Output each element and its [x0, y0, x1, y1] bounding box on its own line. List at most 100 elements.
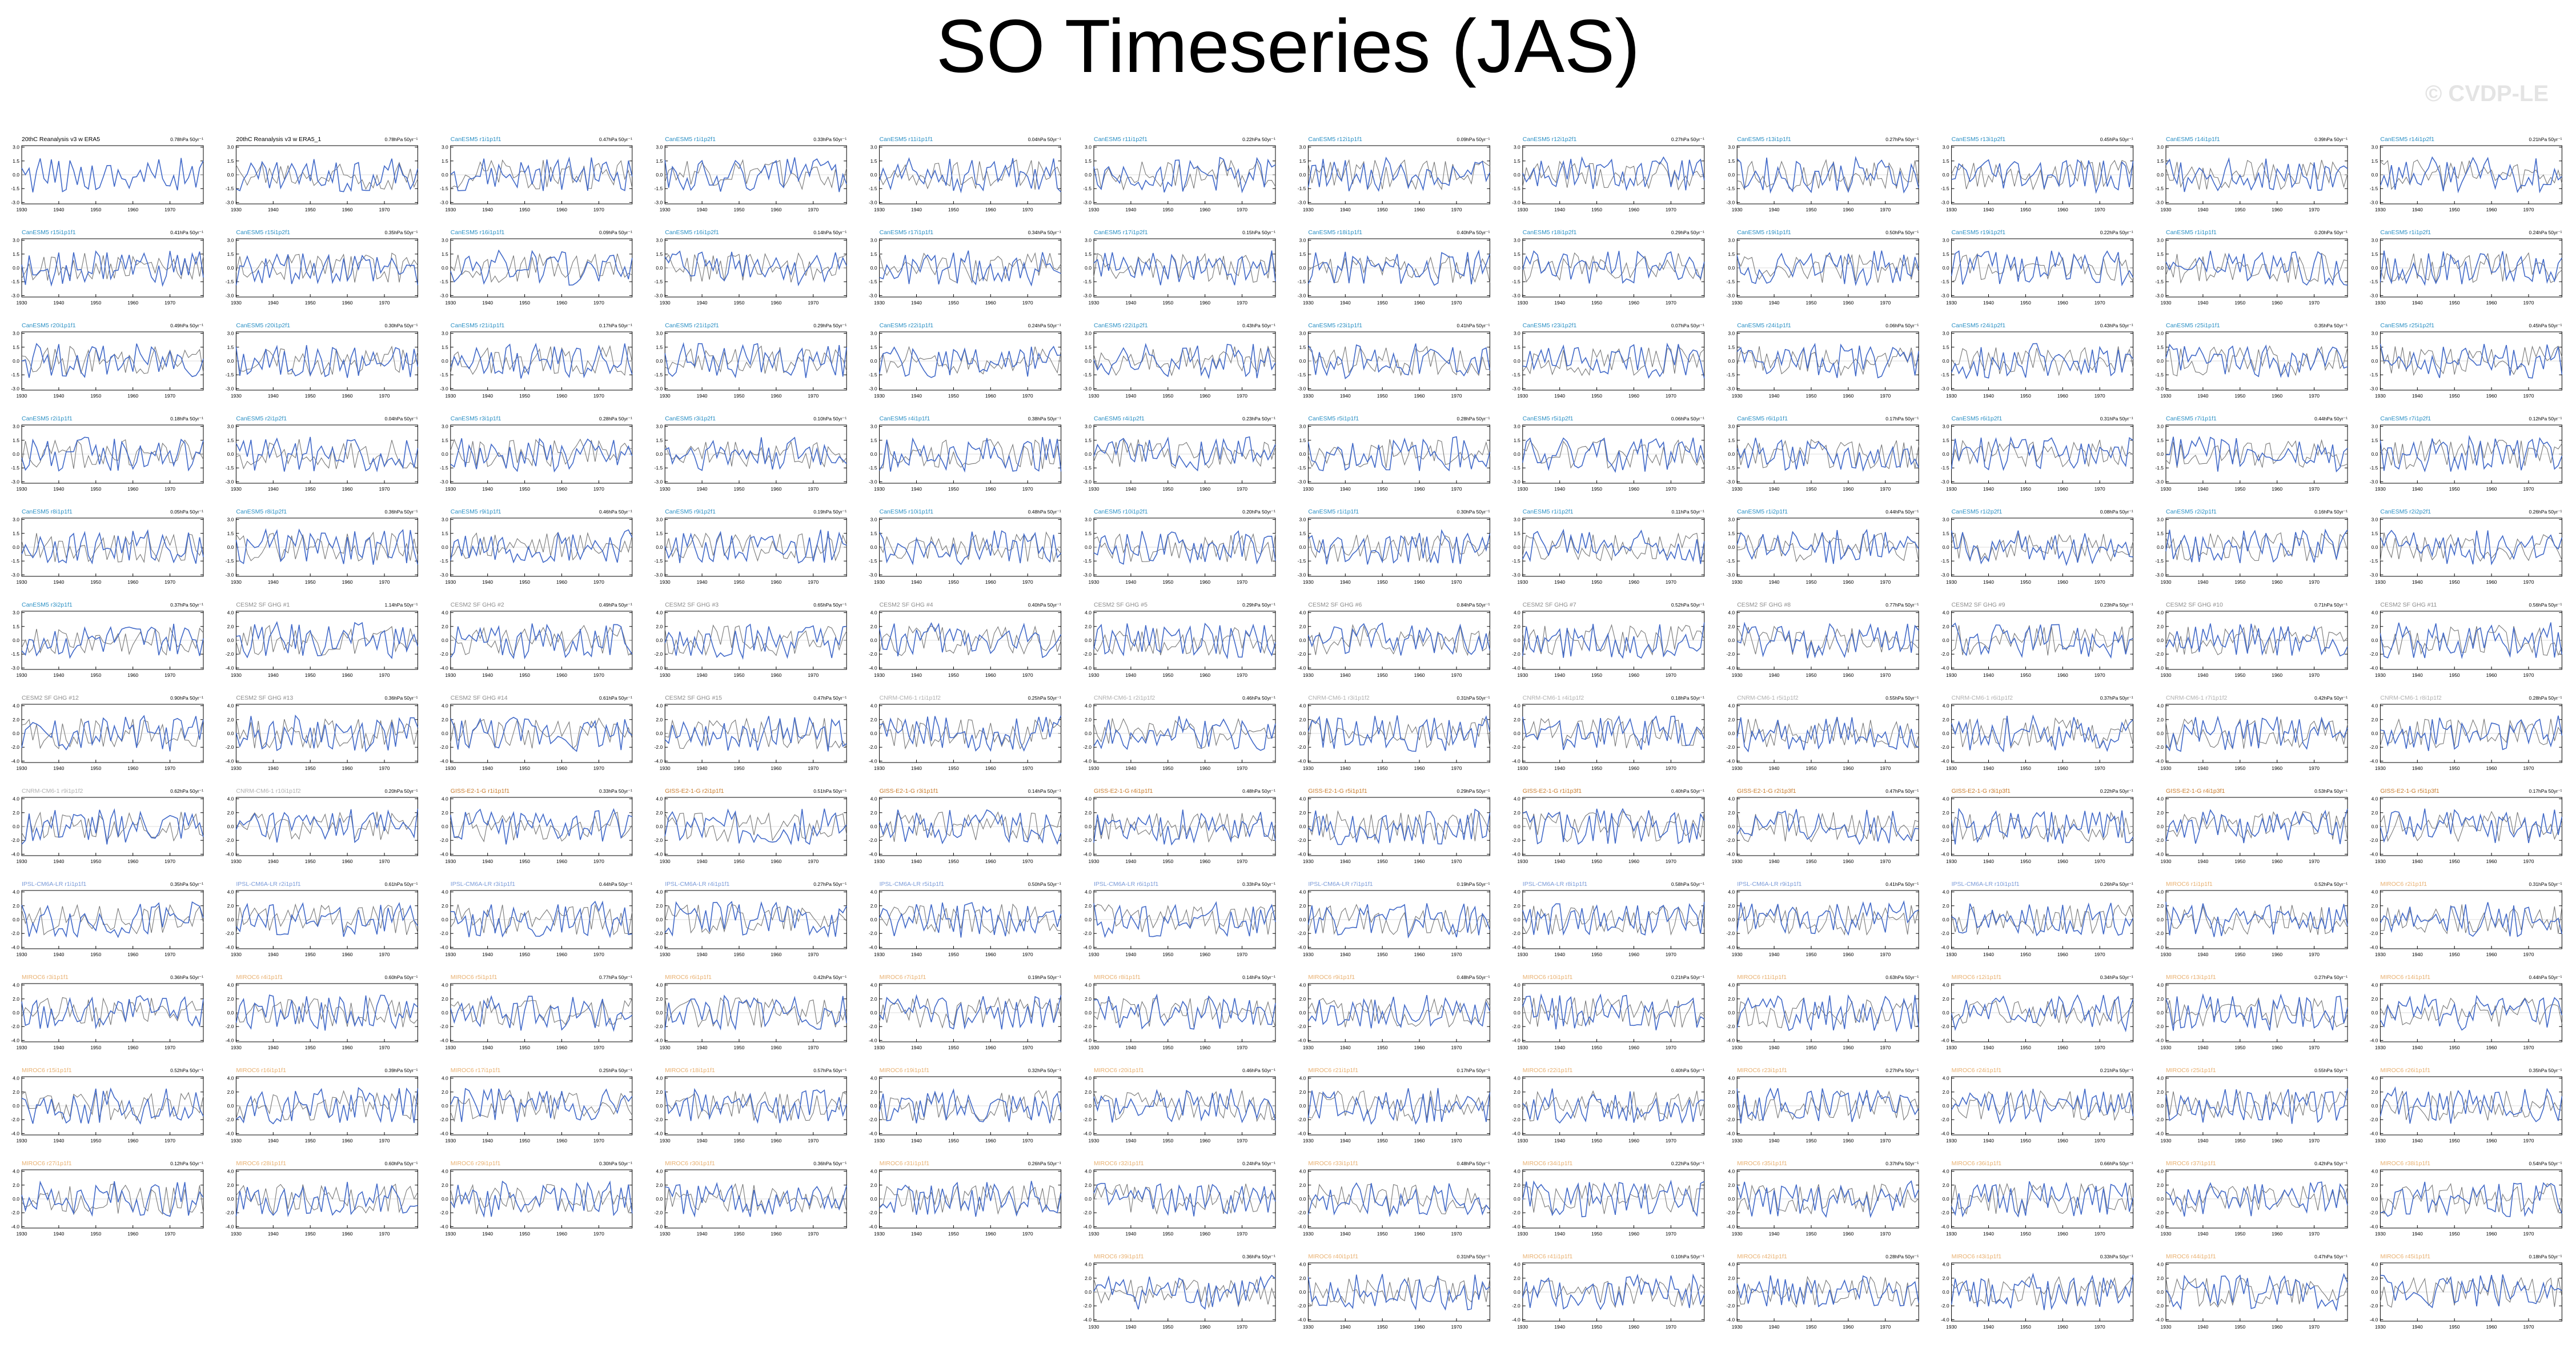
panel-title: MIROC6 r8i1p1f1 — [1094, 974, 1141, 981]
y-tick-label: 2.0 — [1728, 996, 1735, 1002]
panel-title: CanESM5 r1i1p2f1 — [665, 136, 716, 143]
y-tick-label: -4.0 — [2370, 758, 2378, 764]
y-tick-label: -4.0 — [1083, 1130, 1092, 1136]
x-tick-label: 1930 — [231, 393, 242, 399]
series-line-member — [664, 994, 847, 1031]
panel-title: MIROC6 r39i1p1f1 — [1094, 1253, 1144, 1260]
series-line-member — [1736, 528, 1919, 564]
y-tick-label: 2.0 — [1514, 810, 1520, 816]
series-line-member — [1522, 993, 1705, 1030]
y-tick-label: -4.0 — [440, 665, 448, 671]
x-tick-label: 1960 — [2057, 300, 2068, 306]
y-tick-label: -4.0 — [226, 1223, 234, 1229]
x-tick-label: 1970 — [593, 765, 604, 771]
panel-trend-label: 0.04hPa 50yr⁻¹ — [385, 416, 418, 422]
panel-title: MIROC6 r32i1p1f1 — [1094, 1160, 1144, 1167]
y-tick-label: 3.0 — [1085, 424, 1092, 430]
y-tick-label: 0.0 — [13, 824, 19, 829]
y-tick-label: -4.0 — [2370, 1223, 2378, 1229]
x-tick-label: 1950 — [2020, 952, 2031, 957]
x-tick-label: 1940 — [2412, 1324, 2423, 1330]
panel: MIROC6 r18i1p1f1 0.57hPa 50yr⁻¹4.02.00.0-… — [655, 1067, 847, 1144]
panel-title: CanESM5 r23i1p1f1 — [1308, 322, 1362, 329]
x-tick-label: 1940 — [1554, 579, 1565, 585]
panel-trend-label: 0.43hPa 50yr⁻¹ — [2100, 323, 2133, 328]
x-tick-label: 1940 — [1769, 1045, 1780, 1050]
x-tick-label: 1940 — [482, 858, 493, 864]
series-line-member — [1093, 343, 1276, 379]
panel-title: GISS-E2-1-G r5i1p3f1 — [2380, 788, 2439, 795]
panel: CanESM5 r7i1p2f1 0.12hPa 50yr⁻¹3.01.50.0-… — [2370, 415, 2563, 492]
x-tick-label: 1940 — [1340, 1324, 1351, 1330]
y-tick-label: 0.0 — [442, 1196, 448, 1202]
x-tick-label: 1940 — [2197, 1231, 2208, 1237]
panel-trend-label: 0.90hPa 50yr⁻¹ — [170, 695, 203, 701]
panel-trend-label: 0.46hPa 50yr⁻¹ — [1242, 1068, 1275, 1073]
series-line-member — [664, 436, 847, 471]
y-tick-label: -4.0 — [655, 851, 663, 857]
x-tick-label: 1930 — [1946, 1045, 1957, 1050]
x-tick-label: 1950 — [948, 486, 959, 492]
x-tick-label: 1950 — [2449, 858, 2460, 864]
x-tick-label: 1970 — [1880, 952, 1891, 957]
panel-trend-label: 0.28hPa 50yr⁻¹ — [1457, 416, 1490, 422]
series-line-reference — [1093, 718, 1276, 749]
x-tick-label: 1930 — [1732, 858, 1743, 864]
series-line-reference — [2380, 1090, 2562, 1122]
panel: CanESM5 r6i1p1f1 0.17hPa 50yr⁻¹3.01.50.0-… — [1727, 415, 1919, 492]
x-tick-label: 1930 — [1732, 952, 1743, 957]
panel-title: CESM2 SF GHG #12 — [22, 695, 79, 701]
y-tick-label: -1.5 — [1083, 279, 1092, 284]
panel: CanESM5 r24i1p2f1 0.43hPa 50yr⁻¹3.01.50.0… — [1941, 322, 2134, 399]
series-line-reference — [2380, 159, 2562, 190]
x-tick-label: 1940 — [1554, 486, 1565, 492]
y-tick-label: 2.0 — [1728, 1275, 1735, 1281]
x-tick-label: 1950 — [519, 952, 530, 957]
x-tick-label: 1950 — [1806, 1324, 1817, 1330]
panel: MIROC6 r27i1p1f1 0.12hPa 50yr⁻¹4.02.00.0-… — [11, 1160, 204, 1237]
series-line-reference — [665, 1091, 847, 1121]
y-tick-label: -2.0 — [1298, 1117, 1306, 1122]
series-line-member — [2165, 623, 2348, 657]
x-tick-label: 1930 — [874, 393, 885, 399]
x-tick-label: 1940 — [697, 952, 708, 957]
x-tick-label: 1940 — [1983, 1045, 1994, 1050]
x-tick-label: 1940 — [268, 486, 279, 492]
y-tick-label: 0.0 — [1943, 358, 1949, 364]
y-tick-label: -1.5 — [226, 186, 234, 191]
panel-title: MIROC6 r1i1p1f1 — [2166, 881, 2213, 888]
panel-trend-label: 0.40hPa 50yr⁻¹ — [1457, 230, 1490, 235]
panel: CanESM5 r16i1p1f1 0.09hPa 50yr⁻¹3.01.50.0… — [440, 229, 633, 306]
panel-title: CanESM5 r13i1p2f1 — [1952, 136, 2006, 143]
panel-title: CanESM5 r8i1p2f1 — [236, 508, 287, 515]
x-tick-label: 1950 — [1377, 1138, 1388, 1144]
series-line-member — [1736, 716, 1919, 753]
y-tick-label: 4.0 — [870, 889, 877, 895]
y-tick-label: -4.0 — [440, 1130, 448, 1136]
x-tick-label: 1960 — [2272, 858, 2282, 864]
panel-trend-label: 0.35hPa 50yr⁻¹ — [2314, 323, 2348, 328]
panel-trend-label: 0.09hPa 50yr⁻¹ — [599, 230, 632, 235]
y-tick-label: -2.0 — [2370, 930, 2378, 936]
y-tick-label: 0.0 — [656, 824, 663, 829]
watermark-logo: © CVDP-LE — [2425, 81, 2549, 106]
y-tick-label: 4.0 — [2157, 889, 2164, 895]
y-tick-label: -2.0 — [1941, 744, 1949, 750]
y-tick-label: 1.5 — [1514, 344, 1520, 350]
x-tick-label: 1950 — [948, 858, 959, 864]
y-tick-label: 2.0 — [656, 717, 663, 723]
y-tick-label: 4.0 — [1514, 610, 1520, 616]
x-tick-label: 1960 — [2272, 672, 2282, 678]
panel: CNRM-CM6-1 r2i1p1f2 0.46hPa 50yr⁻¹4.02.00… — [1083, 695, 1276, 771]
x-tick-label: 1960 — [2486, 207, 2497, 212]
y-tick-label: 0.0 — [1085, 265, 1092, 271]
y-tick-label: -2.0 — [655, 1117, 663, 1122]
series-line-reference — [21, 532, 204, 563]
y-tick-label: -2.0 — [2370, 744, 2378, 750]
y-tick-label: -2.0 — [1083, 651, 1092, 657]
x-tick-label: 1950 — [1162, 765, 1173, 771]
x-tick-label: 1970 — [164, 579, 175, 585]
panel-trend-label: 0.36hPa 50yr⁻¹ — [170, 974, 203, 980]
y-tick-label: 0.0 — [1728, 917, 1735, 922]
x-tick-label: 1960 — [771, 952, 781, 957]
